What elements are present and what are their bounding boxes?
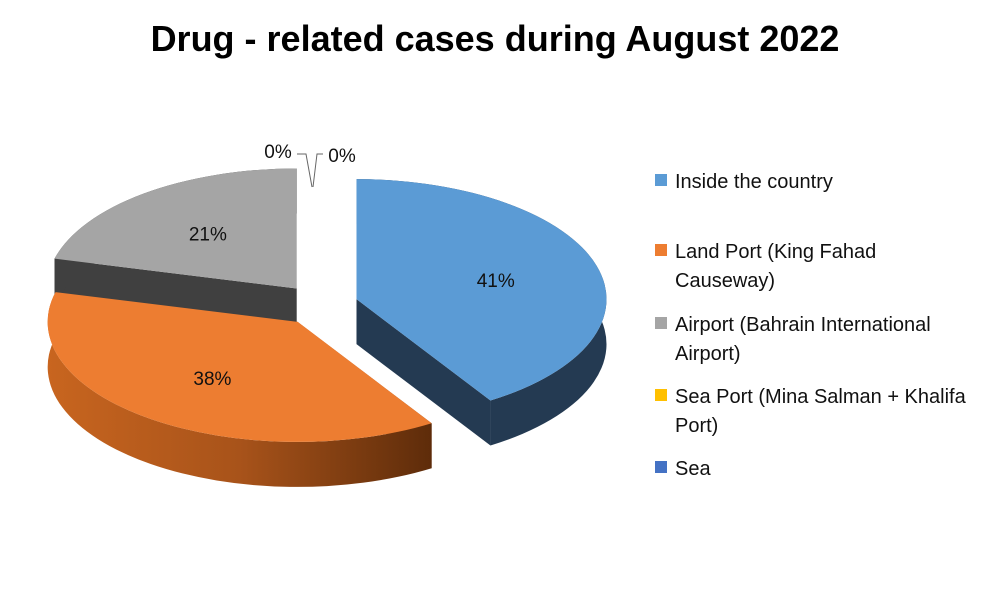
slice-airport: [54, 168, 297, 289]
legend-item-inside-the-country[interactable]: Inside the country: [655, 168, 833, 197]
legend-item-sea[interactable]: Sea: [655, 455, 711, 484]
legend-label: Airport (Bahrain International Airport): [675, 314, 931, 365]
leader-line: [312, 153, 323, 188]
pie-tops: [47, 168, 607, 442]
pie-chart: 41% 38% 21% 0% 0%: [47, 142, 607, 487]
legend-label: Inside the country: [675, 171, 833, 193]
legend-swatch-land-port: [655, 244, 667, 256]
legend-item-land-port[interactable]: Land Port (King Fahad Causeway): [655, 238, 925, 296]
data-label-land-port: 38%: [193, 369, 231, 390]
slice-inside-the-country: [356, 179, 607, 401]
slice-side-inside-the-country: [356, 299, 491, 446]
chart-title: Drug - related cases during August 2022: [150, 18, 840, 59]
pie-labels: 41% 38% 21% 0% 0%: [189, 142, 515, 390]
leader-line: [297, 153, 313, 188]
data-label-airport: 21%: [189, 224, 227, 245]
slice-rim-land-port: [47, 292, 432, 487]
data-label-sea-port: 0%: [264, 142, 292, 163]
slice-land-port: [47, 292, 432, 442]
legend-swatch-inside-the-country: [655, 174, 667, 186]
legend-swatch-sea: [655, 461, 667, 473]
legend-swatch-airport: [655, 317, 667, 329]
legend-label: Sea: [675, 458, 711, 480]
legend-label: Sea Port (Mina Salman + Khalifa Port): [675, 386, 966, 437]
legend-item-sea-port[interactable]: Sea Port (Mina Salman + Khalifa Port): [655, 383, 1000, 441]
data-label-sea: 0%: [328, 146, 356, 167]
legend-label: Land Port (King Fahad Causeway): [675, 241, 877, 292]
data-label-inside-the-country: 41%: [477, 271, 515, 292]
legend-swatch-sea-port: [655, 389, 667, 401]
legend-item-airport[interactable]: Airport (Bahrain International Airport): [655, 311, 985, 369]
